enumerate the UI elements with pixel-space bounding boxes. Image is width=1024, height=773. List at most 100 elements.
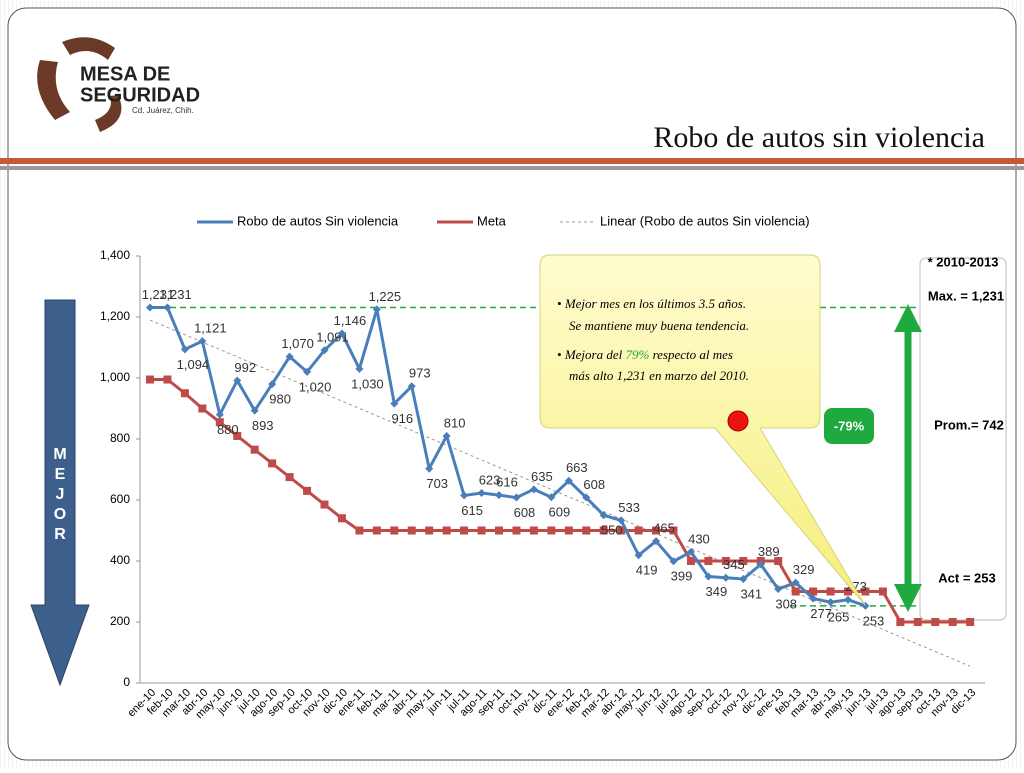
- summary-avg: Prom.= 742: [934, 417, 1004, 432]
- point: [896, 618, 905, 626]
- point: [809, 587, 818, 596]
- summary-max: Max. = 1,231: [928, 288, 1004, 303]
- point: [617, 526, 626, 535]
- point: [390, 526, 399, 535]
- title: Robo de autos sin violencia: [653, 121, 985, 154]
- point: [669, 557, 678, 566]
- logo-text: SEGURIDAD: [80, 84, 200, 106]
- point: [739, 557, 748, 565]
- side-label: O: [54, 506, 66, 523]
- data-label: 550: [601, 523, 623, 538]
- point: [913, 618, 922, 626]
- data-label: 608: [514, 505, 536, 520]
- logo: MESA DE SEGURIDAD Cd. Juárez, Chih.: [37, 37, 200, 133]
- point: [285, 473, 294, 482]
- rule: [0, 158, 1024, 164]
- point: [652, 537, 661, 546]
- y-tick-label: 400: [110, 553, 130, 567]
- point: [704, 572, 713, 581]
- point: [215, 418, 224, 427]
- data-label: 623: [479, 472, 501, 487]
- point: [337, 329, 346, 338]
- data-label: 992: [234, 360, 256, 375]
- point: [495, 526, 503, 535]
- data-label: 399: [671, 569, 693, 584]
- point: [791, 578, 800, 587]
- point: [250, 406, 259, 415]
- point: [721, 557, 730, 565]
- point: [180, 345, 189, 354]
- data-label: 1,146: [334, 313, 367, 328]
- point: [844, 587, 852, 596]
- point: [146, 375, 154, 384]
- point: [163, 303, 172, 312]
- point: [564, 526, 573, 535]
- callout-line: respecto al mes: [649, 347, 733, 362]
- point: [425, 526, 434, 535]
- point: [669, 526, 678, 535]
- data-label: 635: [531, 469, 553, 484]
- legend-label: Robo de autos Sin violencia: [237, 213, 399, 228]
- point: [320, 500, 329, 509]
- point: [407, 526, 416, 535]
- side-label: J: [56, 486, 65, 503]
- data-label: 608: [583, 477, 605, 492]
- point: [826, 587, 835, 596]
- data-label: 533: [618, 500, 640, 515]
- point: [861, 587, 870, 596]
- data-label: 916: [391, 411, 413, 426]
- data-label: 265: [828, 610, 850, 625]
- callout: • Mejor mes en los últimos 3.5 años. Se …: [539, 254, 866, 606]
- data-label: 1,094: [177, 357, 210, 372]
- data-label: 389: [758, 544, 780, 559]
- point: [809, 594, 818, 603]
- point: [477, 526, 486, 535]
- y-tick-label: 600: [110, 492, 130, 506]
- point: [477, 488, 486, 497]
- point: [233, 376, 242, 385]
- data-label: 1,030: [351, 376, 384, 391]
- data-label: 329: [793, 562, 815, 577]
- point: [512, 493, 521, 502]
- data-label: 277: [810, 606, 832, 621]
- point: [634, 551, 643, 560]
- data-label: 615: [461, 503, 483, 518]
- data-label: 980: [269, 392, 291, 407]
- data-label: 616: [496, 475, 518, 490]
- data-label: 893: [252, 418, 274, 433]
- side-label: M: [53, 446, 66, 463]
- point: [268, 459, 277, 468]
- side-label: E: [55, 466, 66, 483]
- point: [215, 410, 224, 419]
- point: [425, 464, 434, 473]
- data-label: 1,121: [194, 321, 227, 336]
- logo-text: MESA DE: [80, 63, 170, 85]
- point: [599, 511, 608, 520]
- change-label: -79%: [834, 418, 865, 433]
- data-label: 253: [863, 613, 885, 628]
- point: [355, 364, 364, 373]
- change-badge: [824, 408, 874, 444]
- point: [599, 526, 608, 535]
- data-label: 465: [653, 521, 675, 536]
- callout-line: Mejor mes en los últimos 3.5 años.: [564, 296, 746, 311]
- point: [529, 526, 538, 535]
- data-label: 430: [688, 531, 710, 546]
- point: [931, 618, 940, 626]
- point: [372, 526, 381, 535]
- data-label: 345: [723, 557, 745, 572]
- point: [529, 485, 538, 494]
- frame: [7, 7, 1017, 761]
- point: [163, 375, 172, 384]
- side-label: R: [54, 526, 66, 543]
- point: [180, 389, 189, 398]
- point: [372, 305, 381, 314]
- point: [250, 445, 259, 454]
- point: [826, 598, 835, 607]
- point: [878, 587, 887, 596]
- point: [547, 493, 556, 502]
- point: [634, 526, 643, 535]
- y-tick-label: 1,200: [100, 309, 130, 323]
- point: [146, 303, 154, 312]
